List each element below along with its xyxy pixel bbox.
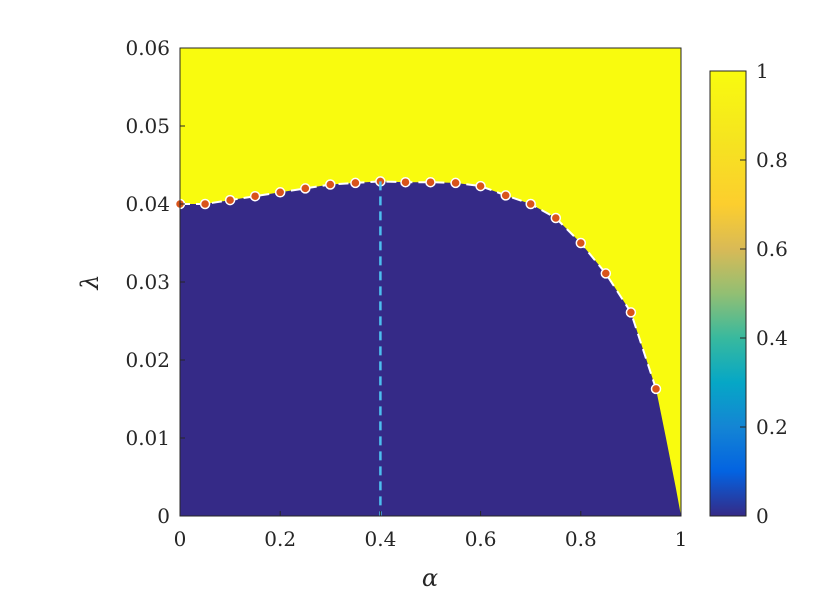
boundary-point (600, 268, 612, 279)
heatmap-area (180, 48, 681, 516)
x-tick-label: 0.4 (364, 527, 396, 551)
boundary-point (199, 198, 211, 210)
y-tick-label: 0 (157, 504, 170, 528)
y-axis-label: λ (76, 274, 104, 290)
x-axis-label: α (422, 564, 438, 592)
boundary-curve (174, 176, 662, 395)
heatmap-low-region (180, 181, 681, 516)
boundary-point (475, 180, 486, 192)
boundary-point (550, 212, 562, 224)
x-tick-label: 0.6 (465, 527, 497, 551)
colorbar-gradient (709, 70, 747, 517)
boundary-point (450, 177, 461, 189)
colorbar: 0 0.2 0.4 0.6 0.8 1 (709, 59, 788, 528)
boundary-point (249, 190, 261, 202)
y-axis-ticks: 0 0.01 0.02 0.03 0.04 0.05 0.06 (125, 36, 185, 528)
x-axis-ticks: 0 0.2 0.4 0.6 0.8 1 (174, 511, 688, 551)
boundary-point (400, 176, 411, 188)
x-tick-label: 0.8 (565, 527, 597, 551)
boundary-point (575, 237, 587, 249)
boundary-point (625, 307, 637, 318)
boundary-point (224, 194, 236, 206)
y-tick-label: 0.02 (125, 348, 170, 372)
x-tick-label: 0 (174, 527, 187, 551)
boundary-point (300, 183, 311, 194)
y-tick-label: 0.03 (125, 270, 170, 294)
boundary-point (500, 190, 511, 201)
boundary-point (650, 383, 662, 395)
boundary-point (325, 179, 336, 190)
x-tick-label: 1 (675, 527, 688, 551)
colorbar-tick-label: 0.2 (756, 415, 788, 439)
colorbar-tick-label: 0.8 (756, 148, 788, 172)
colorbar-tick-label: 0.6 (756, 237, 788, 261)
colorbar-ticks: 0 0.2 0.4 0.6 0.8 1 (740, 59, 788, 528)
boundary-point (274, 187, 286, 198)
y-tick-label: 0.04 (125, 192, 170, 216)
x-tick-label: 0.2 (264, 527, 296, 551)
y-tick-label: 0.06 (125, 36, 170, 60)
boundary-point (425, 176, 436, 188)
colorbar-tick-label: 0 (756, 504, 769, 528)
boundary-point (350, 177, 361, 189)
y-tick-label: 0.01 (125, 426, 170, 450)
y-tick-label: 0.05 (125, 114, 170, 138)
colorbar-tick-label: 1 (756, 59, 769, 83)
colorbar-tick-label: 0.4 (756, 326, 788, 350)
boundary-point (525, 198, 536, 210)
